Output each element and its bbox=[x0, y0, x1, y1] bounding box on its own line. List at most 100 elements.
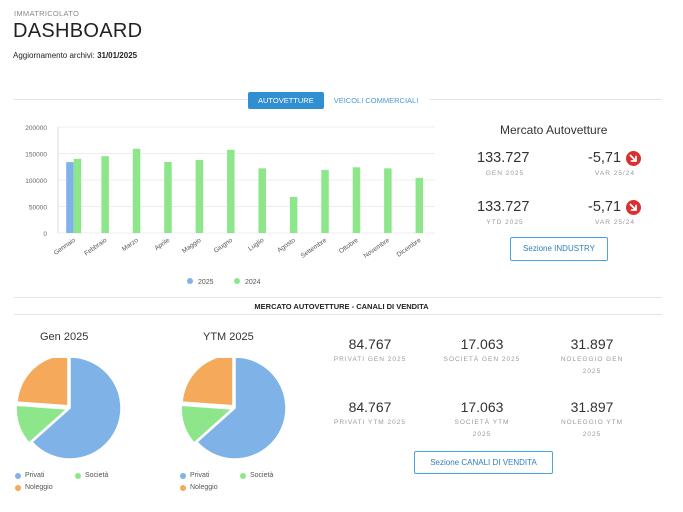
bar-2024-febbraio bbox=[101, 156, 109, 233]
archive-update-date: 31/01/2025 bbox=[97, 51, 138, 60]
stat-societa-ytm-label: SOCIETÀ YTM 2025 bbox=[427, 417, 537, 441]
x-tick-label: Settembre bbox=[300, 237, 329, 260]
legend-label: 2025 bbox=[198, 279, 214, 286]
tab-veicoli-commerciali[interactable]: VEICOLI COMMERCIALI bbox=[333, 96, 419, 105]
legend-swatch bbox=[234, 278, 240, 284]
bar-2025-gennaio bbox=[66, 162, 74, 233]
x-tick-label: Dicembre bbox=[396, 237, 423, 259]
page-title: DASHBOARD bbox=[13, 20, 143, 42]
legend-label: 2024 bbox=[245, 279, 261, 286]
ytd-2025-value: 133.727 bbox=[477, 199, 530, 215]
page-eyebrow: IMMATRICOLATO bbox=[14, 9, 80, 18]
section-divider bbox=[14, 297, 662, 298]
stat-privati-gen-value: 84.767 bbox=[348, 336, 392, 352]
gen-var-label: VAR 25/24 bbox=[595, 170, 635, 177]
stat-privati-gen-label: PRIVATI GEN 2025 bbox=[315, 354, 425, 366]
x-tick-label: Aprile bbox=[153, 237, 171, 252]
ytd-2025-label: YTD 2025 bbox=[486, 219, 524, 226]
legend-item: Noleggio bbox=[15, 484, 53, 491]
pie-gen-chart bbox=[15, 358, 122, 460]
tab-autovetture[interactable]: AUTOVETTURE bbox=[248, 92, 324, 109]
gen-2025-value: 133.727 bbox=[477, 150, 530, 166]
legend-label: Noleggio bbox=[190, 484, 218, 491]
stat-label-line: SOCIETÀ GEN 2025 bbox=[443, 356, 521, 363]
divider-left bbox=[14, 99, 248, 100]
legend-swatch bbox=[75, 472, 81, 479]
x-tick-label: Giugno bbox=[213, 237, 234, 255]
stat-noleggio-gen-label: NOLEGGIO GEN 2025 bbox=[537, 354, 647, 378]
arrow-down-right-icon bbox=[626, 151, 641, 166]
pie-slice-privati bbox=[195, 358, 287, 460]
stat-label-line: PRIVATI GEN 2025 bbox=[333, 356, 407, 363]
stat-label-line: NOLEGGIO GEN bbox=[560, 356, 624, 363]
market-title: Mercato Autovetture bbox=[500, 123, 608, 137]
ytd-var-label: VAR 25/24 bbox=[595, 219, 635, 226]
pie-slice-societ bbox=[15, 404, 69, 445]
stat-privati-ytm-value: 84.767 bbox=[348, 399, 392, 415]
archive-update: Aggiornamento archivi: 31/01/2025 bbox=[13, 51, 137, 60]
y-tick-label: 200000 bbox=[25, 125, 47, 132]
x-tick-label: Luglio bbox=[247, 237, 266, 253]
pie-ytm-title: YTM 2025 bbox=[203, 331, 254, 343]
legend-label: Privati bbox=[190, 472, 210, 479]
pie-slice-noleggio bbox=[181, 358, 234, 407]
legend-item: Società bbox=[75, 472, 108, 479]
y-tick-label: 100000 bbox=[25, 178, 47, 185]
pie-slice-societ bbox=[180, 404, 234, 445]
bar-2024-agosto bbox=[289, 196, 298, 233]
bar-2024-novembre bbox=[384, 168, 392, 233]
stat-noleggio-gen-value: 31.897 bbox=[570, 336, 614, 352]
pie-gen-title: Gen 2025 bbox=[40, 331, 89, 343]
legend-swatch bbox=[15, 472, 21, 479]
gen-2025-label: GEN 2025 bbox=[485, 170, 525, 177]
stat-societa-gen-label: SOCIETÀ GEN 2025 bbox=[427, 354, 537, 366]
channels-button[interactable]: Sezione CANALI DI VENDITA bbox=[414, 451, 553, 474]
arrow-down-right-icon bbox=[626, 200, 641, 215]
tab-bar: AUTOVETTURE VEICOLI COMMERCIALI bbox=[248, 92, 428, 109]
divider-right bbox=[430, 99, 662, 100]
x-tick-label: Ottobre bbox=[338, 237, 360, 255]
stat-noleggio-ytm-label: NOLEGGIO YTM 2025 bbox=[537, 417, 647, 441]
legend-label: Noleggio bbox=[25, 484, 53, 491]
legend-label: Privati bbox=[25, 472, 45, 479]
bar-2024-aprile bbox=[164, 161, 172, 233]
legend-swatch bbox=[180, 472, 186, 479]
section-divider-bottom bbox=[14, 314, 662, 315]
ytd-var-value: -5,71 bbox=[588, 199, 622, 215]
legend-item: Società bbox=[240, 472, 273, 479]
bar-2024-ottobre bbox=[352, 167, 361, 233]
industry-button[interactable]: Sezione INDUSTRY bbox=[510, 237, 608, 261]
pie-slice-privati bbox=[30, 358, 122, 460]
stat-label-line: SOCIETÀ YTM bbox=[454, 419, 510, 426]
y-tick-label: 50000 bbox=[29, 205, 47, 212]
legend-swatch bbox=[240, 472, 246, 479]
bar-2024-gennaio bbox=[73, 158, 82, 233]
gen-var-value: -5,71 bbox=[588, 150, 622, 166]
stat-label-line: PRIVATI YTM 2025 bbox=[334, 419, 406, 426]
bar-2024-dicembre bbox=[415, 177, 424, 233]
x-tick-label: Febbraio bbox=[83, 237, 108, 258]
legend-item: Noleggio bbox=[180, 484, 218, 491]
bar-2024-marzo bbox=[132, 148, 141, 233]
stat-privati-ytm-label: PRIVATI YTM 2025 bbox=[315, 417, 425, 429]
channels-section-title: MERCATO AUTOVETTURE - CANALI DI VENDITA bbox=[254, 302, 429, 311]
stat-noleggio-ytm-value: 31.897 bbox=[570, 399, 614, 415]
y-tick-label: 0 bbox=[43, 231, 47, 238]
x-tick-label: Maggio bbox=[181, 237, 203, 255]
y-tick-label: 150000 bbox=[25, 152, 47, 159]
stat-societa-gen-value: 17.063 bbox=[460, 336, 504, 352]
stat-label-line: 2025 bbox=[472, 431, 492, 438]
x-tick-label: Novembre bbox=[362, 237, 391, 260]
x-tick-label: Marzo bbox=[121, 237, 140, 253]
stat-label-line: 2025 bbox=[582, 368, 602, 375]
legend-label: Società bbox=[85, 472, 109, 479]
stat-societa-ytm-value: 17.063 bbox=[460, 399, 504, 415]
stat-label-line: 2025 bbox=[582, 431, 602, 438]
x-tick-label: Gennaio bbox=[53, 237, 77, 257]
pie-slice-noleggio bbox=[16, 358, 69, 407]
bar-2024-settembre bbox=[321, 169, 329, 233]
legend-label: Società bbox=[250, 472, 274, 479]
legend-swatch bbox=[180, 484, 186, 491]
bar-2024-giugno bbox=[227, 149, 235, 233]
bar-2024-luglio bbox=[258, 168, 266, 233]
